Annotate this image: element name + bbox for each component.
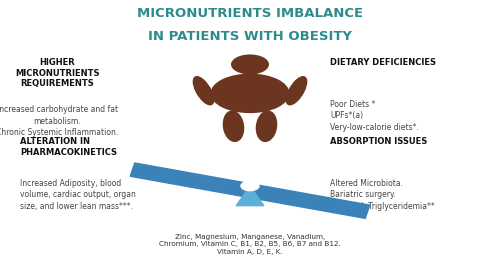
Polygon shape — [130, 163, 370, 218]
FancyBboxPatch shape — [244, 68, 256, 77]
Text: Altered Microbiota.
Bariatric surgery.
Elevated  Triglyceridemia**: Altered Microbiota. Bariatric surgery. E… — [330, 179, 435, 211]
Ellipse shape — [286, 77, 306, 105]
Text: MICRONUTRIENTS IMBALANCE: MICRONUTRIENTS IMBALANCE — [137, 7, 363, 19]
Circle shape — [231, 54, 269, 74]
Text: HIGHER
MICRONUTRIENTS
REQUIREMENTS: HIGHER MICRONUTRIENTS REQUIREMENTS — [15, 58, 100, 88]
Text: ALTERATION IN
PHARMACOKINETICS: ALTERATION IN PHARMACOKINETICS — [20, 137, 117, 156]
Text: Zinc, Magnesium, Manganese, Vanadium,
Chromium, Vitamin C, B1, B2, B5, B6, B7 an: Zinc, Magnesium, Manganese, Vanadium, Ch… — [159, 234, 341, 255]
Ellipse shape — [256, 111, 276, 141]
Ellipse shape — [224, 111, 244, 141]
Polygon shape — [236, 186, 264, 206]
Text: DIETARY DEFICIENCIES: DIETARY DEFICIENCIES — [330, 58, 436, 67]
Text: Increased Adiposity, blood
volume, cardiac output, organ
size, and lower lean ma: Increased Adiposity, blood volume, cardi… — [20, 179, 136, 211]
Text: Poor Diets *
UPFs*(a)
Very-low-calorie diets*.: Poor Diets * UPFs*(a) Very-low-calorie d… — [330, 100, 419, 132]
Text: ABSORPTION ISSUES: ABSORPTION ISSUES — [330, 137, 427, 146]
Text: IN PATIENTS WITH OBESITY: IN PATIENTS WITH OBESITY — [148, 30, 352, 43]
Text: Increased carbohydrate and fat
metabolism.
Chronic Systemic Inflammation.: Increased carbohydrate and fat metabolis… — [0, 105, 118, 137]
Ellipse shape — [194, 77, 214, 105]
Circle shape — [241, 181, 259, 191]
Ellipse shape — [211, 74, 289, 113]
